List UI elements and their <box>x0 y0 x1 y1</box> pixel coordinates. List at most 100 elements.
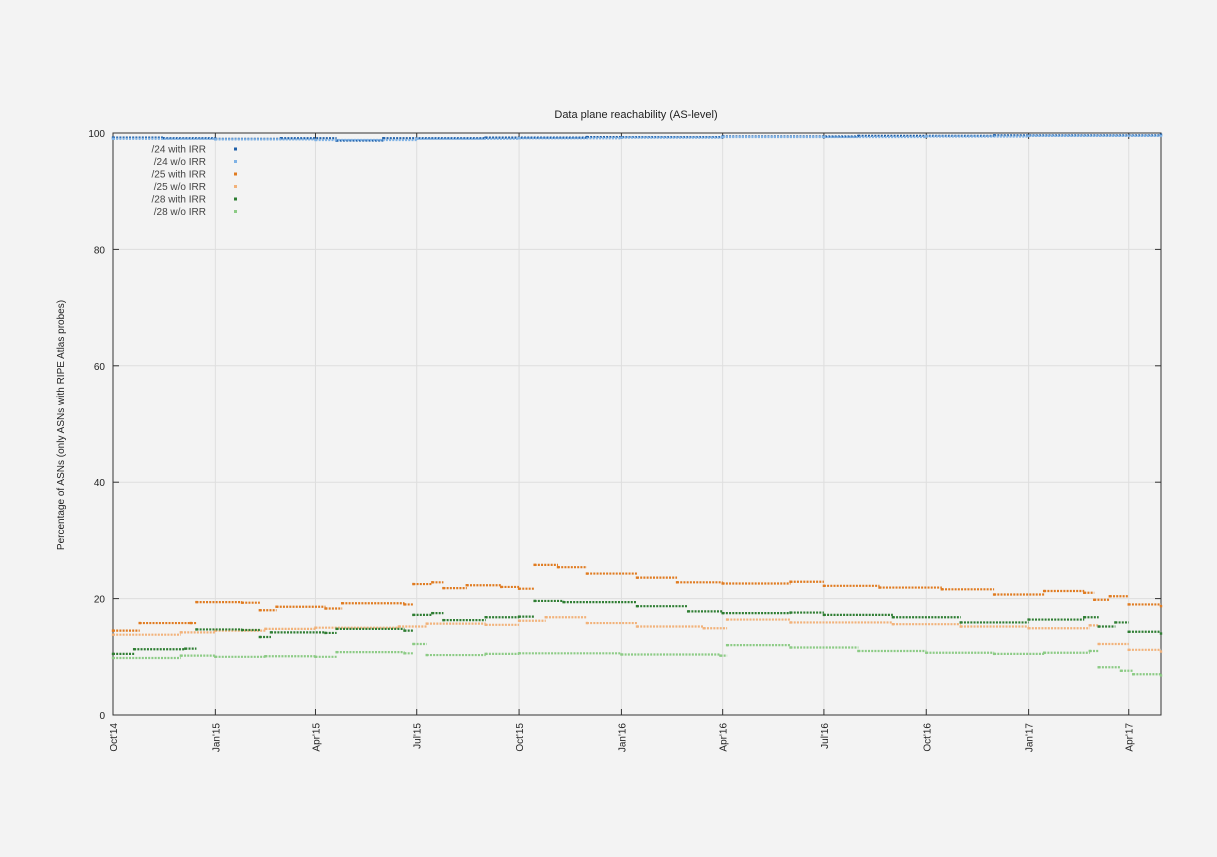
data-point <box>1097 642 1100 646</box>
data-point <box>1108 595 1112 598</box>
legend: /24 with IRR/24 w/o IRR/25 with IRR/25 w… <box>152 145 237 218</box>
data-point <box>335 650 338 654</box>
data-point <box>556 565 560 569</box>
legend-label: /24 w/o IRR <box>154 157 206 168</box>
data-point <box>324 607 327 610</box>
plot-frame <box>112 132 1162 716</box>
data-point <box>1119 669 1123 672</box>
data-point <box>1159 632 1163 635</box>
legend-swatch <box>234 160 237 163</box>
legend-label: /24 with IRR <box>152 145 206 156</box>
data-point <box>258 609 262 612</box>
data-point <box>822 584 826 587</box>
data-point <box>465 584 468 587</box>
data-point <box>891 616 895 619</box>
data-point <box>1093 598 1096 601</box>
x-tick-label: Jul'16 <box>820 723 831 749</box>
data-point <box>857 134 860 138</box>
data-point <box>214 655 217 658</box>
series-4 <box>111 599 1163 656</box>
data-point <box>533 599 536 603</box>
data-point <box>214 629 217 632</box>
data-point <box>992 134 996 137</box>
data-point <box>686 610 690 613</box>
data-point <box>789 621 792 624</box>
legend-swatch <box>234 147 237 151</box>
data-point <box>1097 625 1100 628</box>
data-point <box>585 572 589 575</box>
data-point <box>415 137 418 141</box>
data-point <box>725 643 729 647</box>
legend-label: /25 w/o IRR <box>154 182 206 193</box>
data-point <box>925 651 928 654</box>
data-point <box>789 646 792 649</box>
data-point <box>264 655 267 658</box>
x-tick-label: Apr'16 <box>719 723 730 752</box>
data-point <box>620 136 623 139</box>
data-point <box>857 649 860 653</box>
data-point <box>442 618 445 622</box>
data-point <box>314 138 317 142</box>
data-point <box>585 621 589 625</box>
data-point <box>789 611 792 614</box>
data-point <box>702 627 705 630</box>
data-point <box>878 586 881 589</box>
data-point <box>195 628 198 631</box>
data-point <box>721 135 724 139</box>
data-point <box>324 631 327 635</box>
data-point <box>1097 666 1100 669</box>
y-tick-label: 80 <box>94 245 106 256</box>
data-point <box>721 582 724 585</box>
data-point <box>189 621 193 625</box>
y-tick-label: 0 <box>99 711 105 722</box>
data-point <box>1127 648 1130 652</box>
data-point <box>1159 134 1163 138</box>
data-point <box>1042 651 1046 654</box>
data-point <box>111 633 115 636</box>
x-tick-label: Oct'15 <box>515 723 526 752</box>
data-point <box>1027 627 1030 630</box>
y-tick-label: 100 <box>88 129 105 140</box>
data-point <box>138 621 141 625</box>
y-tick-label: 40 <box>94 478 106 489</box>
data-point <box>500 585 503 589</box>
data-point <box>635 625 639 628</box>
data-point <box>1127 603 1130 606</box>
data-point <box>992 652 996 656</box>
legend-swatch <box>234 210 237 213</box>
data-point <box>719 654 722 657</box>
data-point <box>382 137 385 140</box>
data-point <box>111 629 115 632</box>
legend-swatch <box>234 185 237 188</box>
data-point <box>1159 604 1163 608</box>
data-point <box>1083 591 1086 594</box>
data-point <box>314 655 317 658</box>
data-point <box>620 653 623 656</box>
data-point <box>544 616 547 619</box>
data-point <box>403 652 406 655</box>
x-tick-label: Apr'17 <box>1125 723 1136 752</box>
data-point <box>111 652 115 656</box>
data-point <box>397 625 401 628</box>
legend-label: /28 w/o IRR <box>154 207 206 218</box>
data-point <box>675 581 679 584</box>
data-point <box>179 654 183 657</box>
legend-label: /25 with IRR <box>152 170 206 181</box>
data-point <box>1027 134 1030 138</box>
data-point <box>184 647 187 650</box>
data-point <box>585 135 589 139</box>
x-tick-label: Oct'16 <box>922 723 933 752</box>
data-point <box>940 588 944 591</box>
y-tick-label: 20 <box>94 595 106 606</box>
data-point <box>562 600 565 604</box>
data-point <box>240 628 244 632</box>
data-point <box>635 576 639 579</box>
x-tick-label: Jan'17 <box>1025 723 1036 753</box>
data-point <box>214 138 217 141</box>
data-point <box>789 580 792 583</box>
data-point <box>335 627 338 631</box>
data-point <box>431 611 434 615</box>
data-point <box>517 137 521 140</box>
